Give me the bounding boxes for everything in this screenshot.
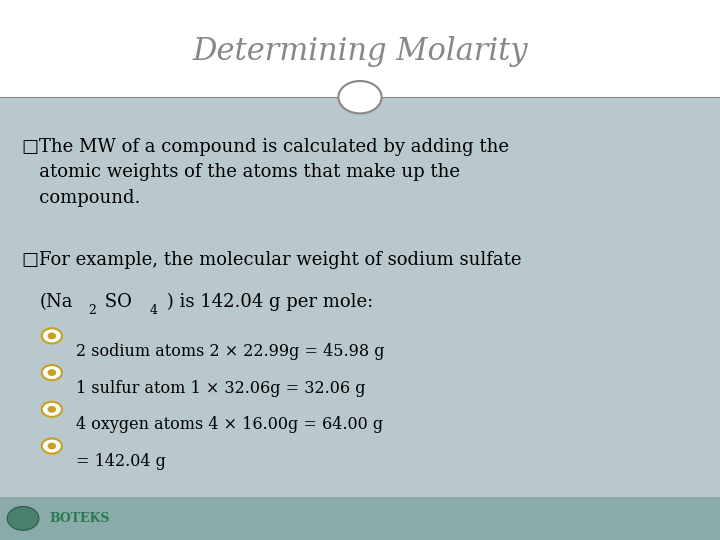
Text: 4: 4 [150, 304, 158, 317]
FancyBboxPatch shape [0, 497, 720, 540]
Text: 2 sodium atoms 2 × 22.99g = 45.98 g: 2 sodium atoms 2 × 22.99g = 45.98 g [76, 343, 384, 360]
Circle shape [42, 402, 62, 417]
Circle shape [48, 443, 55, 449]
Text: 4 oxygen atoms 4 × 16.00g = 64.00 g: 4 oxygen atoms 4 × 16.00g = 64.00 g [76, 416, 383, 433]
Circle shape [42, 438, 62, 454]
Text: (Na: (Na [40, 293, 73, 311]
Text: = 142.04 g: = 142.04 g [76, 453, 166, 470]
Circle shape [48, 333, 55, 339]
Circle shape [7, 507, 39, 530]
Circle shape [338, 81, 382, 113]
Text: 1 sulfur atom 1 × 32.06g = 32.06 g: 1 sulfur atom 1 × 32.06g = 32.06 g [76, 380, 365, 396]
Circle shape [42, 365, 62, 380]
Text: Determining Molarity: Determining Molarity [192, 36, 528, 67]
Text: ) is 142.04 g per mole:: ) is 142.04 g per mole: [161, 293, 373, 312]
Text: □The MW of a compound is calculated by adding the
   atomic weights of the atoms: □The MW of a compound is calculated by a… [22, 138, 508, 207]
Circle shape [48, 370, 55, 375]
Text: BOTEKS: BOTEKS [49, 512, 109, 525]
Circle shape [42, 328, 62, 343]
FancyBboxPatch shape [0, 97, 720, 497]
Text: 2: 2 [89, 304, 96, 317]
Text: SO: SO [99, 293, 132, 311]
Circle shape [48, 407, 55, 412]
FancyBboxPatch shape [0, 0, 720, 97]
Text: □For example, the molecular weight of sodium sulfate: □For example, the molecular weight of so… [22, 251, 521, 269]
